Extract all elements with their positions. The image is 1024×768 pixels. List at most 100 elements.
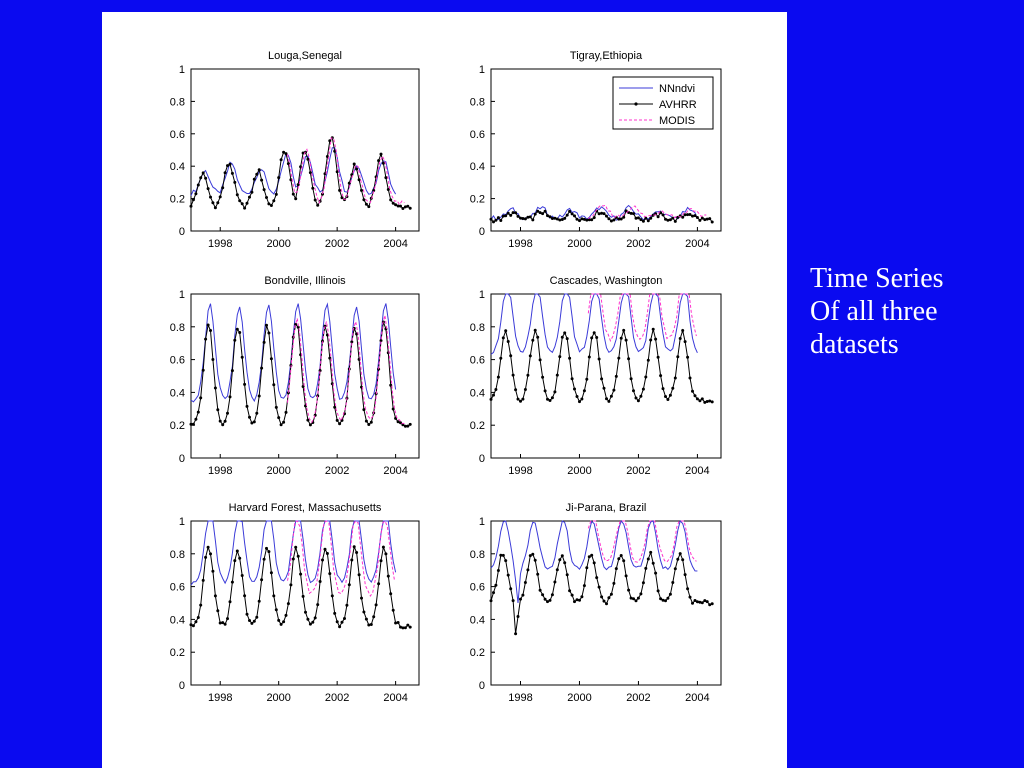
avhrr-point [308,171,312,175]
avhrr-point [252,177,256,181]
avhrr-point [245,404,249,408]
avhrr-point [553,580,557,584]
avhrr-point [673,567,677,571]
avhrr-point [216,609,220,613]
avhrr-point [308,622,312,626]
avhrr-point [607,217,611,221]
avhrr-point [612,581,616,585]
avhrr-point [228,395,232,399]
y-tick-label: 0.2 [470,420,485,432]
avhrr-point [274,192,278,196]
avhrr-point [301,151,305,155]
avhrr-point [609,219,613,223]
avhrr-point [338,625,342,629]
avhrr-point [609,592,613,596]
plot-frame [490,68,722,232]
avhrr-point [607,399,611,403]
avhrr-point [308,423,312,427]
chart-1: Louga,Senegal 0 0.2 0.4 0.6 0.8 1 1998 2000 2002 2… [170,50,420,250]
plot-frame [190,293,420,459]
avhrr-point [209,329,212,332]
avhrr-point [671,216,675,220]
avhrr-point [384,552,388,556]
avhrr-point [318,369,322,373]
avhrr-point [698,600,702,604]
avhrr-point [548,598,552,602]
avhrr-point [688,595,692,599]
avhrr-point [634,599,638,603]
avhrr-point [226,411,229,415]
avhrr-point [235,193,239,197]
avhrr-point [489,217,493,221]
avhrr-point [558,558,562,562]
avhrr-point [350,340,354,344]
avhrr-point [641,581,645,585]
avhrr-point [607,596,611,600]
avhrr-point [267,550,271,554]
y-tick-label: 0.8 [470,96,485,108]
avhrr-point [533,212,537,216]
avhrr-point [590,336,594,340]
avhrr-point [252,619,256,623]
avhrr-point [213,206,217,210]
avhrr-point [391,201,395,205]
avhrr-point [582,217,586,221]
avhrr-point [499,219,503,222]
avhrr-point [194,417,198,421]
avhrr-point [269,204,273,207]
avhrr-point [619,554,623,557]
chart-title: Harvard Forest, Massachusetts [229,502,382,514]
avhrr-point [560,335,564,339]
avhrr-point [265,546,268,550]
avhrr-point [377,159,381,163]
avhrr-point [223,622,227,626]
avhrr-point [523,388,527,391]
avhrr-point [543,389,547,393]
avhrr-point [267,331,271,335]
avhrr-point [634,396,638,400]
avhrr-point [301,594,305,598]
avhrr-point [355,551,359,554]
avhrr-point [693,214,697,218]
chart-title: Ji-Parana, Brazil [566,502,647,514]
avhrr-point [501,553,505,557]
y-tick-label: 0 [479,226,485,238]
avhrr-point [401,207,405,210]
avhrr-point [509,354,513,358]
avhrr-point [399,421,402,425]
avhrr-point [328,572,332,576]
avhrr-point [323,547,327,551]
avhrr-point [673,219,677,223]
avhrr-point [504,214,508,218]
avhrr-point [191,422,195,426]
x-tick-label: 2004 [685,238,709,250]
avhrr-point [406,623,410,627]
avhrr-point [340,196,344,200]
avhrr-point [250,421,254,425]
avhrr-point [516,397,520,401]
avhrr-point [688,213,692,216]
avhrr-point [526,373,530,377]
avhrr-point [352,545,356,549]
avhrr-point [496,569,500,572]
plot-frame [490,520,722,686]
avhrr-point [644,375,648,379]
avhrr-point [541,593,545,597]
avhrr-point [316,603,320,607]
avhrr-point [189,422,193,426]
avhrr-point [364,419,368,423]
x-tick-label: 1998 [508,465,532,477]
avhrr-point [664,395,667,398]
avhrr-point [636,399,640,403]
avhrr-point [708,217,712,221]
avhrr-point [546,214,549,218]
avhrr-point [206,187,210,191]
avhrr-point [379,152,383,156]
avhrr-point [226,164,229,168]
avhrr-point [700,397,704,401]
avhrr-point [546,600,549,604]
avhrr-point [536,572,540,576]
avhrr-point [289,583,293,587]
avhrr-point [318,580,322,583]
avhrr-point [543,597,547,601]
